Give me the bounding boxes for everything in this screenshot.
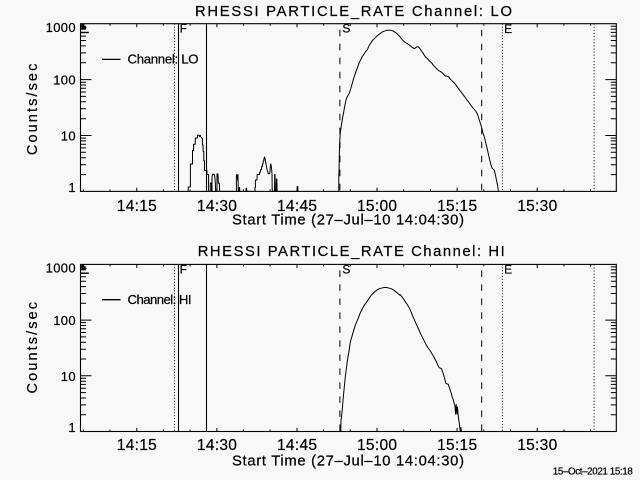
svg-text:Channel: LO: Channel: LO	[128, 52, 199, 67]
svg-text:1000: 1000	[46, 261, 76, 276]
svg-text:14:30: 14:30	[197, 198, 237, 215]
svg-text:15:00: 15:00	[357, 437, 397, 454]
svg-text:100: 100	[53, 313, 75, 328]
svg-text:1: 1	[68, 420, 75, 435]
svg-text:Start Time (27–Jul–10 14:04:30: Start Time (27–Jul–10 14:04:30)	[232, 453, 464, 469]
svg-text:15:00: 15:00	[357, 198, 397, 215]
svg-text:14:45: 14:45	[277, 198, 317, 215]
svg-text:15–Oct–2021 15:18: 15–Oct–2021 15:18	[553, 466, 634, 477]
svg-text:Counts/sec: Counts/sec	[25, 64, 41, 155]
svg-text:F: F	[180, 262, 187, 276]
svg-text:14:15: 14:15	[117, 198, 157, 215]
svg-text:RHESSI PARTICLE_RATE Channel:: RHESSI PARTICLE_RATE Channel: LO	[195, 4, 512, 20]
svg-text:100: 100	[53, 73, 75, 88]
svg-text:15:15: 15:15	[437, 437, 477, 454]
svg-text:S: S	[342, 22, 350, 36]
svg-text:14:15: 14:15	[117, 437, 157, 454]
svg-text:RHESSI PARTICLE_RATE Channel:: RHESSI PARTICLE_RATE Channel: HI	[198, 244, 505, 260]
svg-text:15:15: 15:15	[437, 198, 477, 215]
svg-text:E: E	[504, 263, 512, 277]
svg-text:E: E	[504, 22, 512, 36]
svg-text:14:30: 14:30	[197, 437, 237, 454]
svg-text:Channel: HI: Channel: HI	[128, 292, 192, 307]
svg-text:10: 10	[61, 129, 76, 144]
svg-text:F: F	[180, 22, 187, 36]
svg-text:10: 10	[61, 369, 76, 384]
svg-text:15:30: 15:30	[517, 198, 557, 215]
svg-text:15:30: 15:30	[517, 437, 557, 454]
svg-text:Start Time (27–Jul–10 14:04:30: Start Time (27–Jul–10 14:04:30)	[232, 213, 464, 229]
svg-text:Counts/sec: Counts/sec	[25, 302, 41, 394]
svg-text:1000: 1000	[46, 20, 76, 35]
svg-text:1: 1	[68, 180, 75, 195]
svg-text:S: S	[342, 262, 350, 276]
svg-text:14:45: 14:45	[277, 437, 317, 454]
